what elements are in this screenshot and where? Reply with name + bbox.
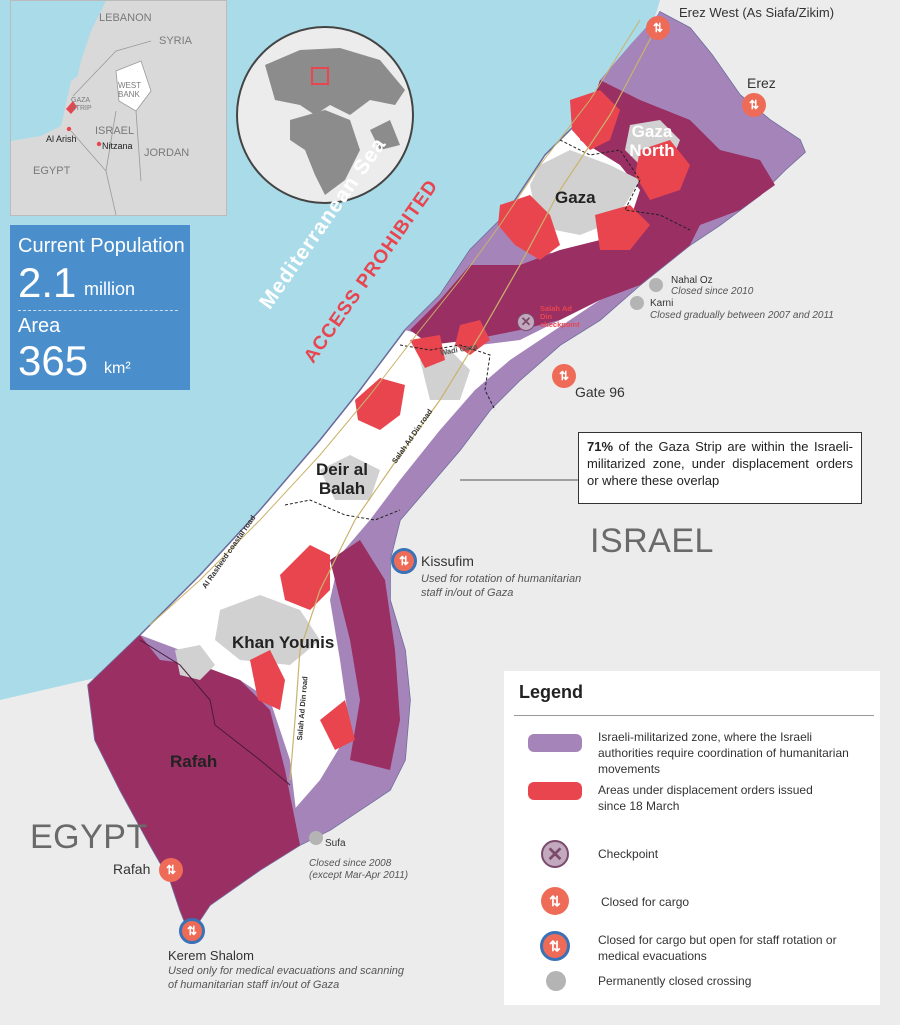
- coverage-callout: 71% of the Gaza Strip are within the Isr…: [578, 432, 862, 504]
- inset-label-jordan: JORDAN: [144, 147, 190, 159]
- inset-label-nitzana: Nitzana: [102, 141, 133, 151]
- sufa-note-line-1: Closed since 2008: [309, 858, 392, 869]
- boundary-rafah: [139, 639, 291, 786]
- inset-label-syria: SYRIA: [159, 35, 193, 47]
- crossing-label-gate-96: Gate 96: [575, 384, 625, 400]
- salah-ad-din-road: [289, 29, 656, 781]
- crossing-label-kissufim: Kissufim: [421, 553, 474, 569]
- overlap-zone-rafah: [88, 635, 300, 935]
- legend-cargo-icon: ⇅: [541, 887, 569, 915]
- inset-canvas: [11, 1, 226, 215]
- coastal-road: [149, 19, 641, 626]
- overlap-zone-north: [410, 80, 775, 345]
- region-label-rafah: Rafah: [170, 752, 218, 771]
- crossing-label-erez: Erez: [747, 75, 776, 91]
- displacement-khan-younis-3: [320, 700, 355, 750]
- erez-cargo-icon: ⇅: [742, 93, 766, 117]
- karni-closed-icon: [630, 296, 644, 310]
- rafah-cargo-icon: ⇅: [159, 858, 183, 882]
- inset-label-lebanon: LEBANON: [99, 12, 152, 24]
- population-label: Current Population: [18, 235, 185, 257]
- displacement-deir-al-balah: [455, 320, 490, 355]
- area-value: 365: [18, 337, 89, 384]
- inset-regional-map: LEBANON SYRIA WEST BANK GAZA STRIP ISRAE…: [10, 0, 227, 216]
- crossing-label-sufa: Sufa: [325, 838, 346, 849]
- boundary-deir: [284, 499, 401, 521]
- kissufim-staff-icon: ⇅: [391, 548, 417, 574]
- region-label-gaza-north: Gaza North: [629, 122, 675, 160]
- boundary-gaza-north: [559, 139, 691, 231]
- globe-locator: [236, 26, 414, 204]
- sufa-closed-icon: [309, 831, 323, 845]
- inset-label-egypt: EGYPT: [33, 165, 71, 177]
- population-value: 2.1: [18, 259, 77, 306]
- legend-staff-icon: ⇅: [540, 931, 570, 961]
- crossing-label-karni: Karni: [650, 298, 674, 309]
- area-unit: km²: [104, 360, 131, 377]
- crossing-label-erez-west: Erez West (As Siafa/Zikim): [679, 5, 835, 20]
- legend-item-displacement: Areas under displacement orders issued s…: [598, 783, 813, 813]
- crossing-label-rafah: Rafah: [113, 861, 151, 877]
- legend-title: Legend: [519, 682, 584, 702]
- stats-divider: [18, 310, 178, 311]
- salah-ad-din-checkpoint-icon: ✕: [517, 313, 535, 331]
- area-label: Area: [18, 315, 61, 337]
- legend-panel: Legend Israeli-militarized zone, where t…: [504, 671, 880, 1005]
- crossing-label-kerem-shalom: Kerem Shalom: [168, 948, 254, 963]
- checkpoint-label: Salah Ad Din checkpoint: [540, 304, 580, 329]
- displacement-middle: [355, 378, 405, 430]
- legend-closed-icon: [546, 971, 566, 991]
- population-area-box: Current Population 2.1 million Area 365 …: [10, 225, 190, 390]
- country-label-israel: ISRAEL: [590, 522, 714, 560]
- urban-khan-younis: [215, 595, 320, 665]
- urban-deir-al-balah-2: [320, 455, 380, 500]
- karni-note: Closed gradually between 2007 and 2011: [650, 310, 834, 321]
- legend-swatch-displacement: [528, 782, 582, 800]
- callout-percent: 71%: [587, 439, 614, 454]
- kissufim-note-line-1: Used for rotation of humanitarian: [421, 573, 582, 585]
- nahal-oz-closed-icon: [649, 278, 663, 292]
- displacement-khan-younis-2: [250, 650, 285, 710]
- inset-label-al-arish: Al Arish: [46, 134, 77, 144]
- callout-leader-line: [460, 479, 578, 481]
- sufa-note-line-2: (except Mar-Apr 2011): [309, 870, 409, 881]
- displacement-khan-younis: [280, 545, 330, 610]
- inset-label-west-bank: WEST BANK: [118, 81, 141, 99]
- legend-swatch-militarized: [528, 734, 582, 752]
- legend-divider: [514, 715, 874, 716]
- population-unit: million: [84, 279, 136, 299]
- displacement-deir-al-balah-2: [410, 335, 445, 368]
- kerem-shalom-note-line-2: of humanitarian staff in/out of Gaza: [168, 979, 340, 991]
- displacement-gaza-2: [595, 205, 650, 250]
- legend-item-checkpoint: Checkpoint: [598, 847, 659, 861]
- overlap-zone-khan-younis: [330, 540, 400, 770]
- displacement-gaza-north-2: [635, 140, 690, 200]
- militarized-zone: [285, 12, 805, 845]
- legend-item-cargo: Closed for cargo: [601, 895, 690, 909]
- country-label-egypt: EGYPT: [30, 818, 148, 856]
- displacement-gaza: [498, 195, 560, 260]
- legend-item-staff: Closed for cargo but open for staff rota…: [598, 933, 837, 963]
- gate-96-cargo-icon: ⇅: [552, 364, 576, 388]
- inset-label-israel: ISRAEL: [95, 125, 135, 137]
- nahal-oz-note: Closed since 2010: [671, 286, 754, 297]
- legend-item-closed: Permanently closed crossing: [598, 974, 752, 988]
- callout-text: of the Gaza Strip are within the Israeli…: [587, 439, 853, 488]
- kerem-shalom-staff-icon: ⇅: [179, 918, 205, 944]
- boundary-gaza: [399, 344, 496, 411]
- region-label-khan-younis: Khan Younis: [232, 633, 335, 652]
- crossing-label-nahal-oz: Nahal Oz: [671, 275, 713, 286]
- inset-label-gaza-strip: GAZA STRIP: [71, 97, 92, 112]
- legend-item-militarized: Israeli-militarized zone, where the Isra…: [598, 730, 849, 776]
- region-label-deir-al-balah: Deir al Balah: [316, 460, 368, 498]
- displacement-gaza-north: [570, 90, 620, 150]
- kerem-shalom-note-line-1: Used only for medical evacuations and sc…: [168, 965, 405, 977]
- erez-west-cargo-icon: ⇅: [646, 16, 670, 40]
- region-label-gaza: Gaza: [555, 188, 596, 207]
- globe-highlight-box: [311, 67, 329, 85]
- kissufim-note-line-2: staff in/out of Gaza: [421, 587, 514, 599]
- legend-checkpoint-icon: ✕: [541, 840, 569, 868]
